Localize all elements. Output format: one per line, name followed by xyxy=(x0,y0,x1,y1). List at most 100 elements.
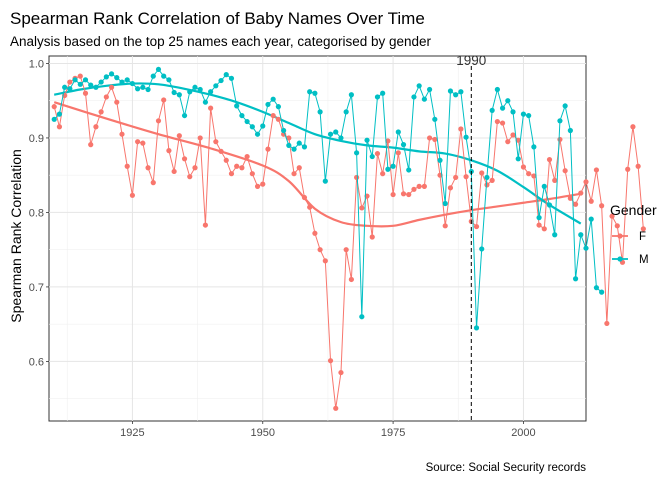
data-point-m xyxy=(562,103,568,109)
annotation-label: 1990 xyxy=(456,53,486,68)
data-point-f xyxy=(354,174,360,181)
data-point-f xyxy=(265,146,271,152)
data-point-f xyxy=(546,156,553,163)
chart-subtitle: Analysis based on the top 25 names each … xyxy=(10,34,432,49)
data-point-f xyxy=(327,358,334,364)
data-point-f xyxy=(343,247,349,253)
data-point-m xyxy=(93,84,99,90)
data-point-f xyxy=(453,174,459,181)
data-point-m xyxy=(312,90,318,96)
data-point-m xyxy=(572,276,579,282)
data-point-m xyxy=(327,131,334,137)
data-point-f xyxy=(129,192,136,198)
trend-layer xyxy=(53,82,582,228)
legend-title: Gender xyxy=(610,202,657,218)
data-point-f xyxy=(192,165,198,171)
data-point-f xyxy=(51,104,57,110)
data-point-m xyxy=(249,124,255,130)
data-point-m xyxy=(135,86,141,92)
data-point-f xyxy=(254,183,261,189)
data-point-m xyxy=(239,112,245,119)
y-tick-label: 0.9 xyxy=(29,133,44,145)
data-point-m xyxy=(171,89,177,96)
data-point-m xyxy=(108,71,115,77)
data-point-m xyxy=(359,314,365,320)
data-point-f xyxy=(317,247,323,253)
data-point-m xyxy=(51,116,57,122)
x-tick-label: 1975 xyxy=(381,427,405,439)
data-point-m xyxy=(145,86,151,93)
annotation-layer: 1990 xyxy=(456,53,486,421)
data-point-m xyxy=(499,105,506,111)
data-point-m xyxy=(197,86,203,93)
data-point-m xyxy=(187,89,193,95)
data-point-m xyxy=(338,135,344,141)
data-point-f xyxy=(510,132,516,138)
data-point-m xyxy=(385,166,391,172)
series-line-m xyxy=(53,68,602,328)
y-tick-label: 1.0 xyxy=(29,58,44,70)
data-point-f xyxy=(484,182,490,188)
data-point-f xyxy=(406,191,412,198)
data-point-f xyxy=(181,156,188,162)
data-point-f xyxy=(296,165,302,171)
data-point-m xyxy=(62,84,68,90)
data-point-f xyxy=(499,120,506,126)
data-point-m xyxy=(599,289,605,295)
y-tick-label: 0.6 xyxy=(29,356,44,368)
data-point-f xyxy=(374,150,381,157)
data-point-f xyxy=(520,164,527,170)
data-point-m xyxy=(281,127,287,134)
data-point-f xyxy=(333,405,339,411)
legend-label-m: M xyxy=(639,254,649,266)
data-point-m xyxy=(588,216,594,222)
data-point-f xyxy=(557,136,563,143)
data-point-f xyxy=(82,90,89,96)
data-point-f xyxy=(286,135,292,141)
data-point-m xyxy=(426,86,433,93)
data-point-m xyxy=(463,134,469,140)
data-point-m xyxy=(510,109,516,115)
data-point-f xyxy=(505,139,511,145)
data-point-m xyxy=(447,88,454,94)
data-point-f xyxy=(166,148,172,154)
data-point-f xyxy=(249,171,255,177)
x-tick-label: 1950 xyxy=(251,427,275,439)
data-point-f xyxy=(531,173,537,179)
data-point-m xyxy=(390,163,396,169)
data-point-f xyxy=(635,163,641,169)
data-point-m xyxy=(161,73,167,79)
data-point-m xyxy=(374,94,381,100)
data-point-f xyxy=(218,148,224,154)
data-point-m xyxy=(552,232,558,238)
data-point-f xyxy=(572,201,579,207)
data-point-f xyxy=(67,79,73,85)
data-point-f xyxy=(322,258,328,264)
data-point-f xyxy=(536,222,542,228)
data-point-f xyxy=(541,226,547,232)
data-point-f xyxy=(588,198,594,204)
data-point-m xyxy=(578,232,584,238)
data-point-f xyxy=(421,183,427,189)
data-point-m xyxy=(82,77,89,83)
data-point-f xyxy=(208,105,214,111)
data-point-f xyxy=(98,109,104,115)
data-point-m xyxy=(150,73,156,79)
data-point-m xyxy=(526,112,532,119)
data-point-m xyxy=(234,103,240,109)
data-point-f xyxy=(625,166,631,172)
data-point-f xyxy=(578,190,584,196)
data-point-m xyxy=(442,200,448,207)
data-point-f xyxy=(630,124,636,130)
data-point-f xyxy=(614,223,620,229)
data-point-f xyxy=(140,140,146,146)
data-point-m xyxy=(364,137,370,143)
data-point-m xyxy=(176,92,182,98)
data-point-m xyxy=(354,150,360,156)
y-axis-title: Spearman Rank Correlation xyxy=(8,149,24,323)
data-point-f xyxy=(88,142,94,148)
data-point-m xyxy=(380,90,386,96)
data-point-m xyxy=(395,129,401,135)
data-point-m xyxy=(307,89,313,95)
data-point-m xyxy=(291,146,297,152)
